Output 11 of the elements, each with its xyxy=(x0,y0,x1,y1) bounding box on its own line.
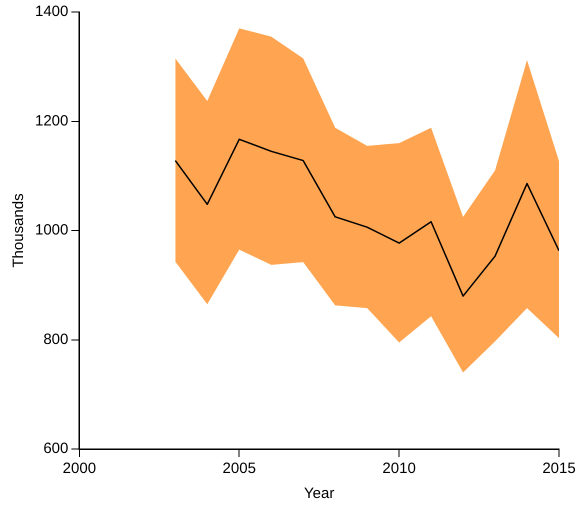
x-tick-label: 2005 xyxy=(222,460,256,478)
y-tick-label: 1400 xyxy=(34,3,68,20)
y-axis-title: Thousands xyxy=(10,193,28,268)
x-tick-label: 2000 xyxy=(62,460,96,478)
x-tick-label: 2010 xyxy=(382,460,416,478)
x-axis-title: Year xyxy=(304,485,334,502)
x-tick-label: 2015 xyxy=(542,460,576,478)
y-tick-label: 1000 xyxy=(34,222,68,239)
y-tick-label: 600 xyxy=(43,440,68,458)
y-tick-label: 1200 xyxy=(34,112,68,130)
y-tick-label: 800 xyxy=(43,330,68,348)
